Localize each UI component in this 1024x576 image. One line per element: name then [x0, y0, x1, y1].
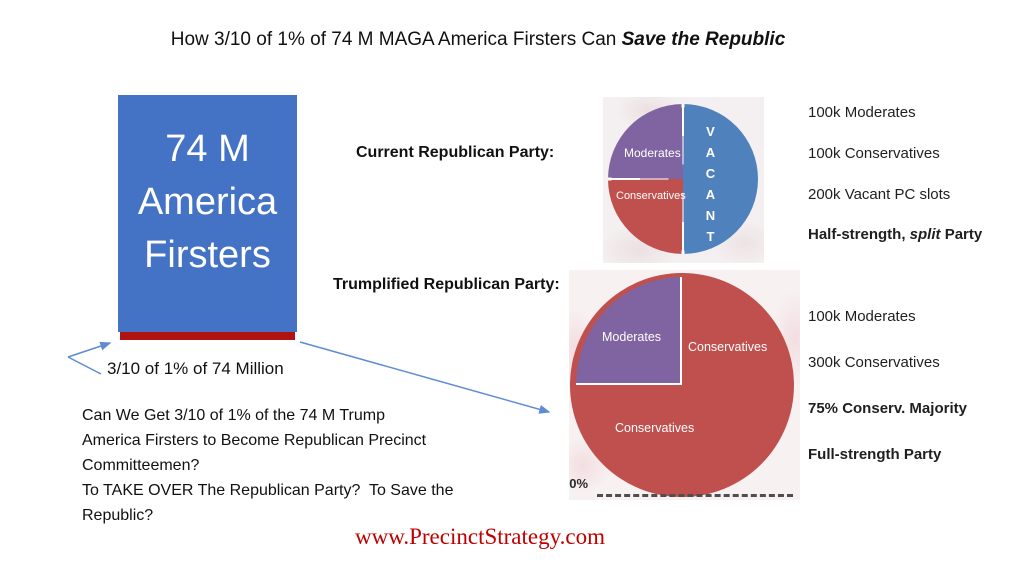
- bar-label-line: America: [137, 181, 278, 223]
- question-line: Republic?: [82, 507, 154, 524]
- slide-title: How 3/10 of 1% of 74 M MAGA America Firs…: [0, 29, 990, 51]
- question-line: Can We Get 3/10 of 1% of the 74 M Trump: [82, 407, 385, 424]
- bar-label-line: 74 M: [165, 128, 250, 170]
- note-trump-moderates: 100k Moderates: [808, 308, 916, 325]
- pie-label-moderates: Moderates: [602, 330, 662, 344]
- note-current-moderates: 100k Moderates: [808, 104, 916, 121]
- summary-post: Party: [944, 226, 983, 243]
- bar-underline-segment: [120, 332, 295, 340]
- bar-label-line: Firsters: [144, 234, 271, 276]
- bar-callout-text: 3/10 of 1% of 74 Million: [107, 359, 284, 378]
- note-current-summary: Half-strength, split Party: [808, 226, 982, 243]
- question-line: To TAKE OVER The Republican Party? To Sa…: [82, 482, 454, 499]
- current-party-pie-chart: Moderates Conservatives VACANT: [603, 97, 764, 263]
- question-line: Committeemen?: [82, 457, 200, 474]
- summary-pre: Half-strength,: [808, 226, 906, 243]
- pie-label-conservatives: Conservatives: [615, 421, 695, 435]
- note-trump-strength: Full-strength Party: [808, 446, 942, 463]
- site-url: www.PrecinctStrategy.com: [355, 524, 605, 549]
- question-line: America Firsters to Become Republican Pr…: [82, 432, 427, 449]
- cropped-axis-dashes: [597, 494, 793, 497]
- current-party-pie: [608, 104, 758, 254]
- current-party-heading: Current Republican Party:: [356, 144, 555, 161]
- pie-label-conservatives: Conservatives: [688, 340, 768, 354]
- slide-title-prefix: How 3/10 of 1% of 74 M MAGA America Firs…: [170, 29, 617, 50]
- trumplified-party-pie: [570, 273, 794, 497]
- note-trump-majority: 75% Conserv. Majority: [808, 400, 967, 417]
- pie-label-conservatives: Conservatives: [616, 190, 686, 202]
- pie-label-moderates: Moderates: [624, 146, 681, 160]
- pie-label-vacant: VACANT: [703, 124, 718, 250]
- note-current-conservatives: 100k Conservatives: [808, 145, 940, 162]
- leader-arrow-to-bar: [67, 341, 112, 358]
- cropped-percent-fragment: 00%: [569, 476, 589, 491]
- note-current-vacant: 200k Vacant PC slots: [808, 186, 951, 203]
- trumplified-party-pie-chart: Moderates Conservatives Conservatives 00…: [569, 270, 800, 500]
- question-text: Can We Get 3/10 of 1% of the 74 M Trump …: [82, 403, 512, 528]
- summary-italic: split: [909, 226, 941, 243]
- arrow-to-trumplified-pie: [299, 341, 551, 414]
- trumplified-party-heading: Trumplified Republican Party:: [333, 276, 560, 293]
- slide-title-emphasis: Save the Republic: [621, 29, 786, 50]
- leader-line-to-text: [67, 356, 102, 375]
- note-trump-conservatives: 300k Conservatives: [808, 354, 940, 371]
- maga-bar: 74 M America Firsters: [118, 95, 297, 332]
